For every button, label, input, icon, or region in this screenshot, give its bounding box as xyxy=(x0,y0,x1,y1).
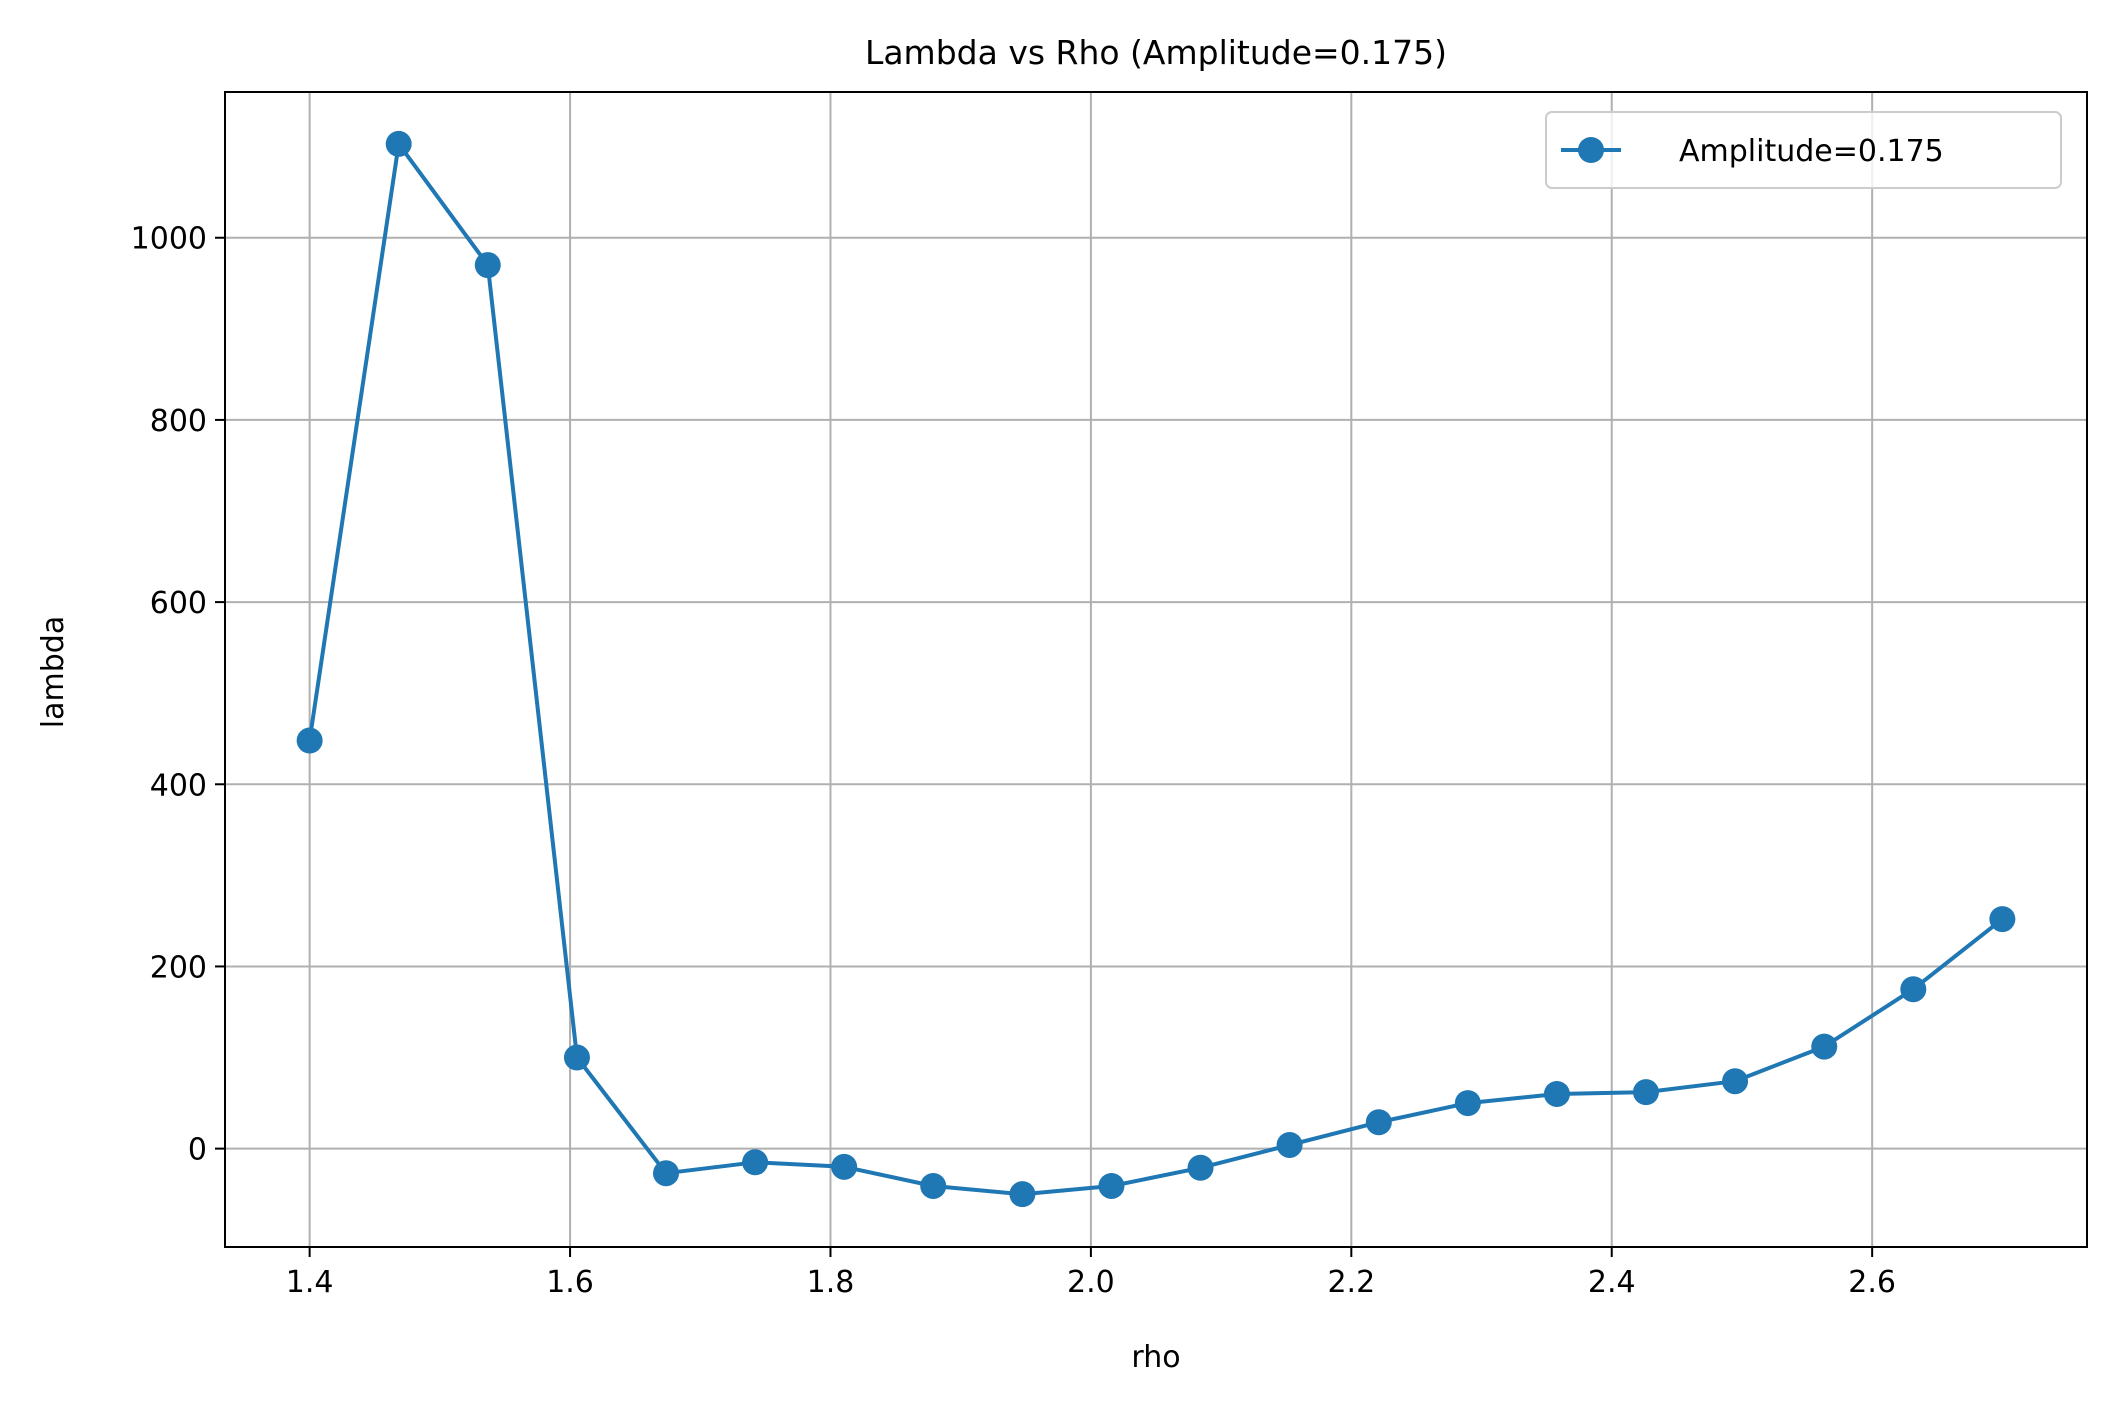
data-point xyxy=(1454,1090,1481,1117)
x-tick-label: 1.6 xyxy=(546,1265,594,1300)
y-tick-label: 800 xyxy=(150,404,207,439)
legend-marker-sample xyxy=(1578,137,1604,163)
x-tick-label: 2.6 xyxy=(1848,1265,1896,1300)
y-tick-label: 200 xyxy=(150,950,207,985)
data-point xyxy=(1098,1172,1125,1199)
y-tick-label: 0 xyxy=(188,1133,207,1168)
data-point xyxy=(831,1153,858,1180)
data-point xyxy=(385,130,412,157)
data-point xyxy=(1989,906,2016,933)
legend: Amplitude=0.175 xyxy=(1545,111,2062,189)
grid-lines xyxy=(225,92,2087,1247)
y-axis-label: lambda xyxy=(36,616,71,728)
axis-ticks: 1.4 1.6 1.8 2.0 2.2 2.4 2.6 0 200 400 600 800 1000 xyxy=(131,222,1896,1300)
x-tick-label: 2.4 xyxy=(1588,1265,1636,1300)
data-point xyxy=(742,1149,769,1176)
data-point xyxy=(1900,976,1927,1003)
data-point xyxy=(1276,1131,1303,1158)
chart-title: Lambda vs Rho (Amplitude=0.175) xyxy=(865,33,1447,72)
y-tick-label: 600 xyxy=(150,586,207,621)
plot-area-frame xyxy=(224,91,2088,1248)
data-point xyxy=(1811,1033,1838,1060)
data-point xyxy=(296,727,323,754)
legend-box xyxy=(1545,111,2062,189)
data-point xyxy=(653,1160,680,1187)
x-tick-label: 2.0 xyxy=(1067,1265,1115,1300)
x-axis-label: rho xyxy=(1131,1340,1180,1375)
data-point xyxy=(474,252,501,279)
data-point xyxy=(563,1044,590,1071)
y-tick-label: 400 xyxy=(150,768,207,803)
x-tick-label: 1.4 xyxy=(286,1265,334,1300)
legend-entry-label: Amplitude=0.175 xyxy=(1679,134,1944,169)
data-point xyxy=(1009,1181,1036,1208)
data-point xyxy=(1722,1068,1749,1095)
data-point xyxy=(1543,1080,1570,1107)
series-layer xyxy=(296,130,2016,1208)
data-point xyxy=(920,1172,947,1199)
data-point xyxy=(1365,1109,1392,1136)
series-line xyxy=(307,141,2004,1197)
x-tick-label: 2.2 xyxy=(1327,1265,1375,1300)
data-point xyxy=(1632,1079,1659,1106)
data-point xyxy=(1187,1154,1214,1181)
y-tick-label: 1000 xyxy=(131,222,207,257)
x-tick-label: 1.8 xyxy=(807,1265,855,1300)
